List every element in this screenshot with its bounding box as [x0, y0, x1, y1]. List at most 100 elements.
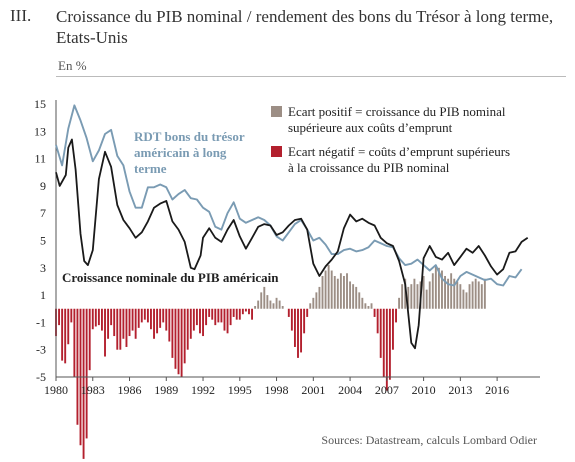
spread-bar-positive — [398, 297, 401, 309]
spread-bar-negative — [128, 308, 131, 337]
spread-bar-positive — [318, 286, 321, 309]
spread-bar-negative — [183, 308, 186, 364]
spread-bar-negative — [107, 308, 110, 339]
spread-bar-positive — [361, 297, 364, 309]
spread-bar-positive — [422, 275, 425, 309]
x-tick-label: 2007 — [375, 383, 399, 397]
spread-bar-positive — [462, 289, 465, 309]
spread-bar-positive — [321, 275, 324, 309]
chart-title: Croissance du PIB nominal / rendement de… — [56, 7, 554, 47]
x-tick-label: 2004 — [338, 383, 362, 397]
spread-bar-positive — [468, 284, 471, 309]
spread-bar-positive — [413, 278, 416, 309]
y-tick-label: 3 — [40, 261, 46, 275]
spread-bar-positive — [278, 300, 281, 309]
spread-bar-positive — [447, 278, 450, 309]
y-tick-label: -5 — [36, 370, 46, 384]
spread-bar-negative — [248, 308, 250, 315]
spread-bar-positive — [355, 286, 358, 309]
spread-bar-negative — [101, 308, 103, 331]
spread-bar-negative — [171, 308, 174, 358]
spread-bar-positive — [474, 278, 477, 309]
treasury-series-label: RDT bons du trésor — [134, 129, 245, 144]
spread-bar-negative — [220, 308, 223, 323]
spread-bar-negative — [382, 308, 385, 377]
source-note: Sources: Datastream, calculs Lombard Odi… — [321, 433, 537, 447]
spread-bar-negative — [303, 308, 306, 334]
spread-bar-negative — [104, 308, 106, 357]
spread-bar-positive — [483, 278, 486, 309]
spread-bar-negative — [64, 308, 67, 364]
spread-bar-positive — [370, 303, 373, 309]
spread-bar-negative — [238, 308, 241, 320]
spread-bar-positive — [407, 286, 410, 309]
spread-bar-negative — [241, 308, 244, 315]
spread-bar-positive — [441, 270, 443, 309]
spread-bar-negative — [287, 308, 290, 317]
x-tick-label: 1983 — [81, 383, 105, 397]
spread-bar-positive — [257, 300, 260, 309]
spread-bar-negative — [192, 308, 195, 331]
spread-bar-negative — [208, 308, 211, 317]
spread-bar-negative — [125, 308, 128, 347]
spread-bar-positive — [477, 281, 480, 309]
spread-bar-positive — [459, 284, 462, 309]
spread-bar-positive — [254, 306, 257, 309]
spread-bar-positive — [453, 278, 456, 309]
spread-bar-negative — [58, 308, 61, 326]
spread-bar-positive — [333, 275, 336, 309]
spread-bar-negative — [199, 308, 201, 334]
spread-bar-negative — [217, 308, 220, 323]
spread-bar-negative — [174, 308, 177, 369]
y-tick-label: -3 — [36, 343, 46, 357]
spread-bar-positive — [410, 284, 413, 309]
spread-bar-positive — [315, 292, 318, 309]
spread-bar-negative — [94, 308, 97, 327]
spread-bar-positive — [437, 267, 440, 309]
spread-bar-positive — [330, 270, 333, 309]
spread-bar-positive — [349, 281, 352, 309]
y-tick-label: 9 — [40, 179, 46, 193]
spread-bar-negative — [223, 308, 226, 331]
spread-bar-positive — [309, 303, 312, 309]
title-divider — [56, 76, 566, 77]
x-tick-label: 2010 — [412, 383, 436, 397]
spread-bar-negative — [392, 308, 394, 350]
spread-bar-positive — [263, 286, 266, 309]
spread-bar-negative — [116, 308, 119, 350]
spread-bar-negative — [293, 308, 296, 347]
x-tick-label: 1989 — [154, 383, 178, 397]
y-tick-label: 5 — [40, 234, 46, 248]
spread-bar-negative — [290, 308, 293, 331]
spread-bar-positive — [444, 275, 446, 309]
spread-bar-negative — [186, 308, 189, 350]
spread-bar-positive — [358, 292, 361, 309]
spread-bar-positive — [425, 289, 428, 309]
spread-bar-negative — [67, 308, 70, 345]
unit-label: En % — [58, 58, 87, 73]
spread-bar-negative — [134, 308, 137, 339]
spread-bar-negative — [244, 308, 247, 312]
treasury-series-label: terme — [134, 161, 167, 176]
x-tick-label: 2016 — [485, 383, 509, 397]
spread-bar-positive — [324, 270, 327, 309]
gdp-growth-line — [55, 138, 529, 350]
gdp-series-label: Croissance nominale du PIB américain — [62, 270, 279, 285]
spread-bar-negative — [165, 308, 168, 331]
spread-bar-positive — [346, 273, 348, 309]
spread-bar-negative — [97, 308, 100, 326]
spread-bar-negative — [235, 308, 238, 320]
spread-bar-negative — [195, 308, 198, 326]
legend-label-positive: Ecart positif = croissance du PIB nomina… — [288, 104, 506, 119]
spread-bar-positive — [269, 300, 272, 309]
spread-bar-positive — [327, 265, 330, 309]
legend-label-negative: à la croissance du PIB nominal — [288, 160, 450, 175]
spread-bar-positive — [465, 292, 468, 309]
x-tick-label: 1998 — [265, 383, 289, 397]
x-tick-label: 1986 — [118, 383, 142, 397]
spread-bar-positive — [272, 303, 275, 309]
spread-bar-positive — [336, 278, 339, 309]
spread-bar-negative — [85, 308, 88, 439]
spread-bar-negative — [205, 308, 208, 326]
spread-bar-negative — [70, 308, 73, 323]
